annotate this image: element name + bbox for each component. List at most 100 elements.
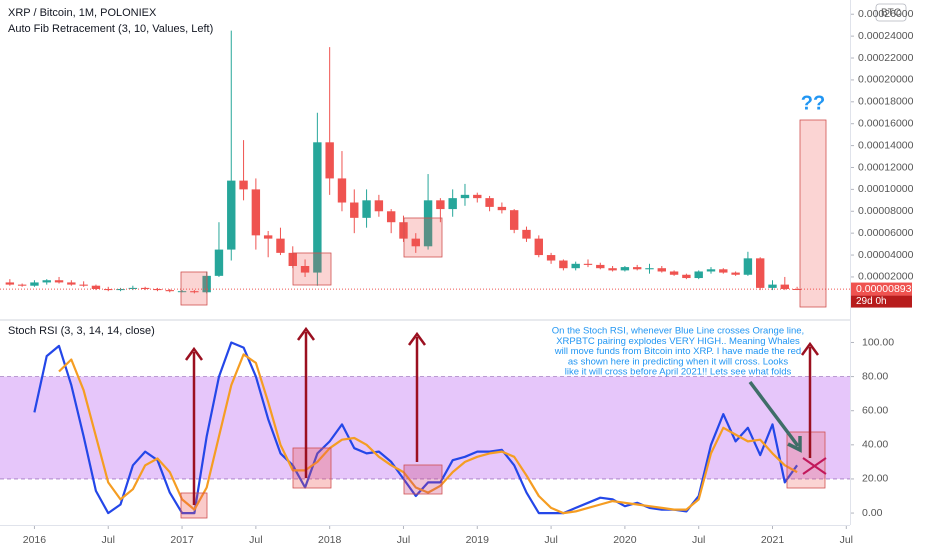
y-tick-label: 0.00014000 bbox=[858, 139, 914, 151]
y-tick-label: 0.00024000 bbox=[858, 30, 914, 42]
last-price-box bbox=[851, 282, 912, 296]
candle-body bbox=[620, 267, 630, 271]
highlight-box bbox=[403, 217, 443, 258]
currency-label[interactable]: BTC bbox=[881, 8, 901, 19]
candle-body bbox=[165, 290, 174, 292]
note-line: will move funds from Bitcoin into XRP. I… bbox=[554, 346, 801, 357]
x-tick-label: 2018 bbox=[318, 534, 342, 546]
candle-body bbox=[374, 200, 384, 212]
candle-body bbox=[54, 280, 64, 283]
candle-body bbox=[140, 287, 150, 289]
candle-body bbox=[362, 200, 371, 218]
candle-body bbox=[263, 235, 273, 239]
candle-body bbox=[792, 288, 802, 290]
candle-body bbox=[522, 229, 531, 239]
candle-body bbox=[128, 287, 138, 289]
candle-body bbox=[509, 210, 519, 230]
candle-body bbox=[460, 194, 470, 199]
chart-title: XRP / Bitcoin, 1M, POLONIEX bbox=[8, 7, 157, 19]
candle-body bbox=[473, 194, 482, 199]
y-tick-label: 0.00016000 bbox=[858, 117, 914, 129]
x-tick-label: 2020 bbox=[613, 534, 637, 546]
candle-body bbox=[227, 180, 236, 250]
y-tick-label: 0.00026000 bbox=[858, 8, 914, 20]
candle-body bbox=[448, 198, 457, 210]
y-tick-label: 80.00 bbox=[862, 370, 888, 382]
x-tick-label: Jul bbox=[692, 534, 705, 546]
candle-body bbox=[17, 284, 27, 286]
x-tick-label: Jul bbox=[397, 534, 410, 546]
last-price-label: 0.00000893 bbox=[856, 283, 912, 295]
candle-body bbox=[743, 258, 753, 275]
candle-body bbox=[780, 284, 790, 289]
currency-button[interactable] bbox=[875, 3, 907, 22]
stoch-line bbox=[58, 353, 798, 515]
candle-body bbox=[153, 288, 162, 291]
candle-body bbox=[608, 268, 617, 271]
y-tick-label: 20.00 bbox=[862, 473, 888, 485]
candle-body bbox=[497, 206, 507, 211]
candle-body bbox=[5, 282, 15, 285]
x-tick-label: 2016 bbox=[23, 534, 47, 546]
candle-body bbox=[325, 142, 334, 179]
x-tick-label: 2019 bbox=[466, 534, 490, 546]
y-tick-label: 0.00008000 bbox=[858, 205, 914, 217]
candle-body bbox=[571, 263, 580, 269]
arrow-head bbox=[407, 331, 427, 346]
candle-body bbox=[436, 200, 445, 210]
annotation: ?? bbox=[801, 92, 825, 114]
candle-body bbox=[583, 263, 593, 265]
x-tick-label: Jul bbox=[840, 534, 853, 546]
countdown-label: 29d 0h bbox=[856, 296, 887, 307]
highlight-box bbox=[292, 447, 332, 489]
text-layer: XRP / Bitcoin, 1M, POLONIEX Auto Fib Ret… bbox=[8, 3, 914, 546]
candle-body bbox=[42, 280, 51, 283]
y-tick-label: 0.00004000 bbox=[858, 249, 914, 261]
candle-body bbox=[177, 291, 187, 293]
candle-body bbox=[596, 264, 605, 269]
candle-body bbox=[79, 284, 88, 286]
pointer-arrow bbox=[748, 380, 800, 448]
candle-body bbox=[534, 238, 543, 256]
candle-body bbox=[485, 198, 494, 207]
candle-body bbox=[386, 211, 396, 223]
candle-body bbox=[559, 260, 568, 269]
indicator-label: Auto Fib Retracement (3, 10, Values, Lef… bbox=[8, 23, 213, 35]
candle-body bbox=[276, 238, 285, 253]
candle-body bbox=[411, 238, 420, 247]
y-tick-label: 0.00012000 bbox=[858, 161, 914, 173]
candle-body bbox=[350, 202, 359, 218]
target-box bbox=[799, 119, 827, 308]
candle-body bbox=[669, 271, 679, 275]
note-line: as shown here in predicting when it will… bbox=[568, 356, 788, 367]
x-tick-label: Jul bbox=[249, 534, 262, 546]
y-tick-label: 0.00020000 bbox=[858, 74, 914, 86]
y-tick-label: 60.00 bbox=[862, 404, 888, 416]
arrow-head bbox=[296, 326, 316, 341]
y-tick-label: 0.00006000 bbox=[858, 227, 914, 239]
candle-body bbox=[768, 284, 777, 288]
arrow-head bbox=[787, 436, 802, 453]
candle-body bbox=[30, 282, 39, 286]
candle-body bbox=[731, 272, 740, 275]
y-tick-label: 0.00010000 bbox=[858, 183, 914, 195]
pane-title: Stoch RSI (3, 3, 14, 14, close) bbox=[8, 325, 155, 337]
candle-body bbox=[756, 258, 765, 288]
candle-body bbox=[657, 268, 666, 272]
candle-body bbox=[399, 222, 408, 239]
candle-body bbox=[214, 249, 224, 276]
x-tick-label: Jul bbox=[544, 534, 557, 546]
y-tick-label: 40.00 bbox=[862, 439, 888, 451]
candle-body bbox=[91, 285, 101, 289]
y-tick-label: 100.00 bbox=[862, 336, 894, 348]
x-tick-label: 2021 bbox=[761, 534, 785, 546]
candle-body bbox=[719, 269, 728, 273]
highlight-box bbox=[403, 464, 443, 495]
candle-body bbox=[313, 142, 322, 273]
candle-body bbox=[682, 274, 691, 279]
candle-body bbox=[645, 268, 654, 270]
annotations bbox=[180, 119, 827, 519]
y-tick-label: 0.00018000 bbox=[858, 96, 914, 108]
note-line: On the Stoch RSI, whenever Blue Line cro… bbox=[552, 326, 804, 337]
candle-body bbox=[337, 178, 347, 203]
